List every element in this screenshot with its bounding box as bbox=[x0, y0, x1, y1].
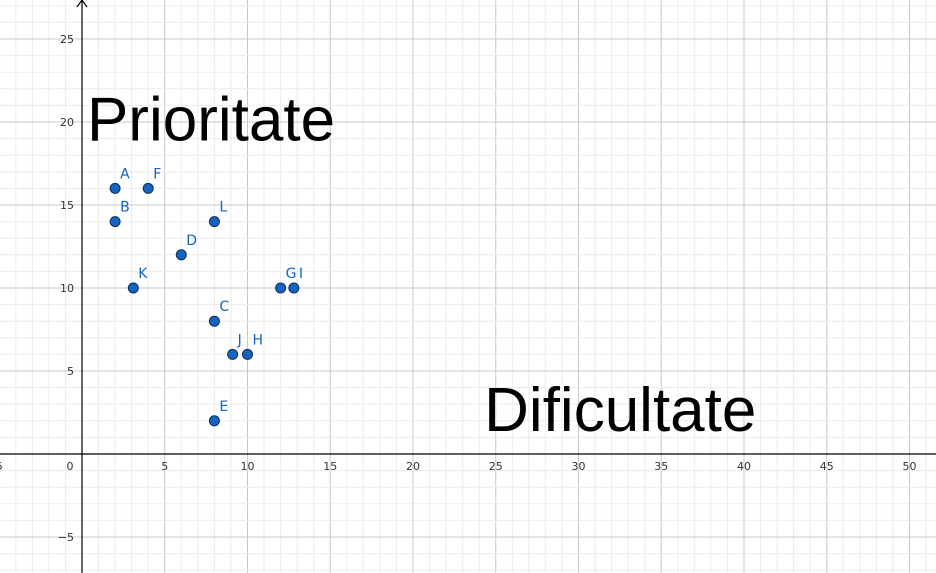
annotation-text: Dificultate bbox=[484, 376, 756, 445]
x-tick-label: 30 bbox=[572, 460, 586, 473]
data-point-l bbox=[208, 216, 220, 228]
x-tick-label: 40 bbox=[737, 460, 751, 473]
x-tick-label: 20 bbox=[406, 460, 420, 473]
point-label: J bbox=[237, 332, 242, 348]
point-label: G bbox=[286, 266, 297, 282]
data-point-c bbox=[208, 315, 220, 327]
x-tick-label: 35 bbox=[654, 460, 668, 473]
y-tick-label: 25 bbox=[60, 33, 74, 46]
data-point-i bbox=[288, 282, 300, 294]
x-tick-label: 5 bbox=[0, 460, 3, 473]
point-label: H bbox=[253, 332, 264, 348]
x-tick-label: 5 bbox=[161, 460, 168, 473]
point-label: L bbox=[219, 200, 227, 216]
point-label: I bbox=[299, 266, 303, 282]
x-tick-label: 15 bbox=[323, 460, 337, 473]
y-tick-label: 10 bbox=[60, 282, 74, 295]
point-label: A bbox=[120, 166, 130, 182]
data-point-d bbox=[175, 249, 187, 261]
data-point-j bbox=[227, 348, 239, 360]
data-point-k bbox=[127, 282, 139, 294]
data-point-g bbox=[275, 282, 287, 294]
data-point-f bbox=[142, 182, 154, 194]
x-tick-label: 25 bbox=[489, 460, 503, 473]
y-tick-label: 20 bbox=[60, 116, 74, 129]
point-label: B bbox=[120, 200, 130, 216]
y-axis-arrow-icon bbox=[76, 0, 88, 8]
annotation-text: Prioritate bbox=[87, 85, 335, 154]
point-label: K bbox=[138, 266, 148, 282]
y-tick-label: 15 bbox=[60, 199, 74, 212]
y-tick-label: 5 bbox=[67, 365, 74, 378]
point-label: D bbox=[186, 233, 197, 249]
y-tick-label: −5 bbox=[58, 531, 74, 544]
data-point-a bbox=[109, 182, 121, 194]
point-label: F bbox=[153, 166, 161, 182]
data-point-h bbox=[242, 348, 253, 360]
x-tick-label: 45 bbox=[820, 460, 834, 473]
x-tick-label: 0 bbox=[67, 460, 74, 473]
x-tick-label: 50 bbox=[903, 460, 917, 473]
data-point-b bbox=[109, 216, 121, 228]
data-point-e bbox=[208, 415, 220, 427]
point-label: C bbox=[219, 299, 229, 315]
point-label: E bbox=[219, 399, 228, 415]
x-tick-label: 10 bbox=[241, 460, 255, 473]
